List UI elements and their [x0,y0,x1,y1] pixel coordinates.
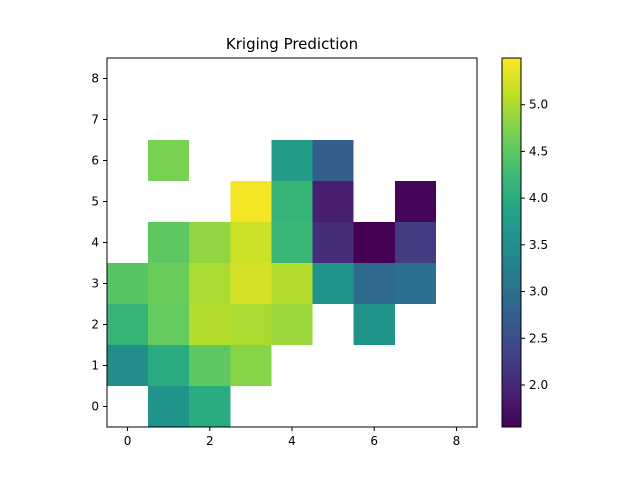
heatmap-cell [107,304,149,345]
heatmap-cell [312,140,354,181]
colorbar-tick-label: 4.0 [529,191,548,205]
colorbar [501,57,522,428]
heatmap-cell [230,345,272,386]
x-tick-label: 8 [453,434,461,448]
heatmap-cell [189,304,231,345]
x-axis-ticks: 0 2 4 6 8 [124,427,461,448]
heatmap-cell [189,222,231,263]
y-tick-label: 5 [91,195,99,209]
y-tick-label: 1 [91,359,99,373]
colorbar-tick-label: 4.5 [529,144,548,158]
heatmap-cell [230,222,272,263]
heatmap-cell [271,304,313,345]
x-tick-label: 4 [288,434,296,448]
heatmap-cell [189,345,231,386]
heatmap-cell [230,263,272,304]
heatmap-cells [107,140,436,427]
heatmap-cell [271,140,313,181]
heatmap-cell [148,140,190,181]
heatmap-cell [107,263,149,304]
heatmap-cell [312,263,354,304]
x-tick-label: 2 [206,434,214,448]
y-tick-label: 3 [91,277,99,291]
heatmap-cell [271,181,313,222]
y-tick-label: 6 [91,154,99,168]
colorbar-tick-label: 5.0 [529,98,548,112]
heatmap-cell [148,263,190,304]
colorbar-tick-label: 3.0 [529,285,548,299]
chart-title: Kriging Prediction [226,35,358,53]
heatmap-cell [394,263,436,304]
heatmap-cell [353,222,395,263]
heatmap-cell [271,263,313,304]
heatmap-cell [148,222,190,263]
y-tick-label: 7 [91,113,99,127]
x-tick-label: 0 [124,434,132,448]
x-tick-label: 6 [370,434,378,448]
heatmap-cell [394,222,436,263]
colorbar-ticks: 2.0 2.5 3.0 3.5 4.0 4.5 5.0 [521,98,548,392]
heatmap-cell [189,386,231,427]
y-tick-label: 8 [91,72,99,86]
heatmap-cell [394,181,436,222]
heatmap-cell [312,181,354,222]
heatmap-cell [312,222,354,263]
colorbar-tick-label: 3.5 [529,238,548,252]
heatmap-cell [230,181,272,222]
y-axis-ticks: 0 1 2 3 4 5 6 7 8 [91,72,107,414]
heatmap-cell [271,222,313,263]
heatmap-cell [148,304,190,345]
heatmap-cell [107,345,149,386]
colorbar-tick-label: 2.0 [529,378,548,392]
y-tick-label: 2 [91,318,99,332]
heatmap-cell [148,386,190,427]
heatmap-cell [230,304,272,345]
heatmap-cell [353,263,395,304]
y-tick-label: 0 [91,400,99,414]
heatmap-cell [148,345,190,386]
heatmap-cell [353,304,395,345]
heatmap-cell [189,263,231,304]
colorbar-tick-label: 2.5 [529,331,548,345]
y-tick-label: 4 [91,236,99,250]
